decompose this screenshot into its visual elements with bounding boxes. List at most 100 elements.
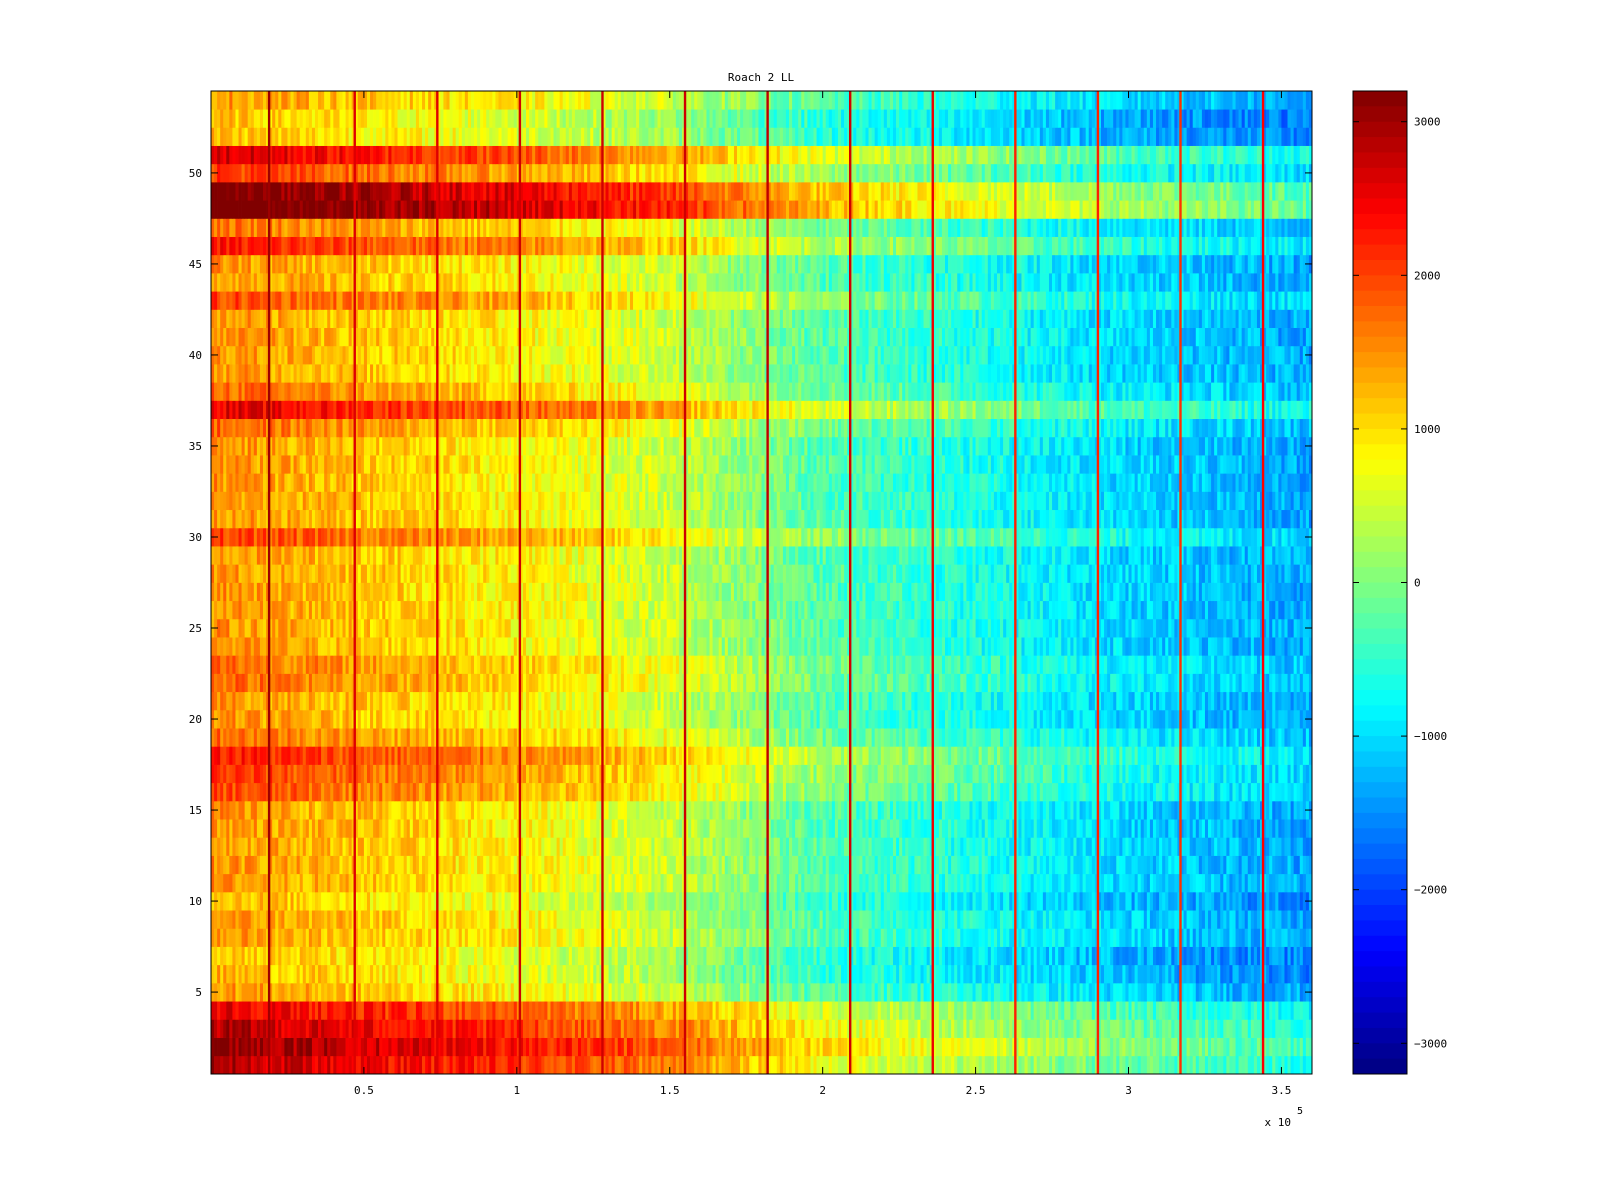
heatmap-cell <box>850 1001 854 1020</box>
heatmap-cell <box>896 1037 900 1057</box>
heatmap-cell <box>1256 1001 1261 1020</box>
heatmap-cell <box>1097 1019 1102 1038</box>
heatmap-cell <box>1027 819 1031 838</box>
heatmap-cell <box>859 1055 863 1075</box>
heatmap-cell <box>951 1019 955 1038</box>
heatmap-cell <box>1180 837 1184 856</box>
heatmap-cell <box>1082 982 1087 1002</box>
heatmap-cell <box>541 928 545 947</box>
heatmap-cell <box>920 928 924 947</box>
heatmap-cell <box>571 837 576 856</box>
heatmap-cell <box>886 819 891 838</box>
heatmap-cell <box>1302 837 1307 856</box>
heatmap-cell <box>333 982 337 1002</box>
heatmap-cell <box>1149 1037 1154 1057</box>
heatmap-cell <box>281 1037 285 1057</box>
heatmap-cell <box>737 1037 741 1057</box>
heatmap-cell <box>1241 873 1246 893</box>
heatmap-cell <box>354 891 359 911</box>
heatmap-cell <box>259 1055 264 1075</box>
heatmap-cell <box>801 819 805 838</box>
heatmap-cell <box>987 946 992 966</box>
heatmap-cell <box>1272 1001 1276 1020</box>
heatmap-cell <box>327 1019 331 1038</box>
heatmap-cell <box>1156 946 1160 966</box>
heatmap-cell <box>764 891 768 911</box>
heatmap-cell <box>1064 928 1068 947</box>
heatmap-cell <box>553 837 557 856</box>
heatmap-cell <box>1000 1019 1004 1038</box>
heatmap-cell <box>850 873 854 893</box>
heatmap-cell <box>1036 946 1041 966</box>
heatmap-cell <box>951 819 955 838</box>
heatmap-cell <box>1253 982 1258 1002</box>
heatmap-cell <box>978 1037 983 1057</box>
heatmap-cell <box>532 928 536 947</box>
heatmap-cell <box>1125 1001 1129 1020</box>
heatmap-cell <box>987 837 992 856</box>
heatmap-cell <box>440 855 444 875</box>
heatmap-cell <box>461 819 466 838</box>
heatmap-cell <box>740 837 744 856</box>
heatmap-cell <box>602 1001 606 1020</box>
heatmap-cell <box>437 910 441 929</box>
heatmap-cell <box>587 1055 591 1075</box>
heatmap-cell <box>452 855 457 875</box>
heatmap-cell <box>553 1037 557 1057</box>
heatmap-cell <box>1094 819 1099 838</box>
heatmap-cell <box>1006 1001 1010 1020</box>
heatmap-cell <box>1241 946 1246 966</box>
heatmap-cell <box>256 1001 261 1020</box>
heatmap-cell <box>645 1037 649 1057</box>
heatmap-cell <box>437 837 441 856</box>
heatmap-cell <box>522 928 527 947</box>
heatmap-cell <box>241 1037 245 1057</box>
heatmap-cell <box>311 928 316 947</box>
heatmap-cell <box>886 982 891 1002</box>
heatmap-cell <box>712 982 716 1002</box>
heatmap-cell <box>562 982 567 1002</box>
heatmap-cell <box>1201 1055 1206 1075</box>
heatmap-cell <box>1266 837 1270 856</box>
heatmap-cell <box>703 855 707 875</box>
heatmap-cell <box>938 928 943 947</box>
heatmap-cell <box>1085 855 1090 875</box>
heatmap-cell <box>314 928 319 947</box>
heatmap-cell <box>526 946 530 966</box>
heatmap-cell <box>440 928 444 947</box>
heatmap-cell <box>917 855 921 875</box>
heatmap-cell <box>1308 837 1313 856</box>
heatmap-cell <box>223 964 227 984</box>
heatmap-cell <box>391 855 395 875</box>
heatmap-cell <box>1189 837 1194 856</box>
heatmap-cell <box>1156 982 1160 1002</box>
heatmap-cell <box>229 1001 233 1020</box>
heatmap-cell <box>590 855 594 875</box>
heatmap-cell <box>917 837 921 856</box>
heatmap-cell <box>798 1019 802 1038</box>
heatmap-cell <box>639 1037 643 1057</box>
heatmap-cell <box>266 946 270 966</box>
heatmap-cell <box>244 928 249 947</box>
heatmap-cell <box>1015 1055 1019 1075</box>
heatmap-cell <box>807 910 811 929</box>
heatmap-cell <box>1186 1055 1191 1075</box>
heatmap-cell <box>474 1037 478 1057</box>
heatmap-cell <box>370 819 374 838</box>
heatmap-cell <box>324 910 328 929</box>
heatmap-cell <box>256 1019 261 1038</box>
heatmap-cell <box>966 946 970 966</box>
heatmap-cell <box>795 946 799 966</box>
heatmap-cell <box>743 855 747 875</box>
heatmap-cell <box>657 837 661 856</box>
heatmap-cell <box>764 837 768 856</box>
heatmap-cell <box>458 982 463 1002</box>
heatmap-cell <box>666 1037 671 1057</box>
heatmap-cell <box>727 1055 732 1075</box>
heatmap-cell <box>1272 910 1276 929</box>
heatmap-cell <box>727 982 732 1002</box>
heatmap-cell <box>1024 1055 1028 1075</box>
heatmap-cell <box>510 1001 515 1020</box>
heatmap-cell <box>1211 837 1215 856</box>
heatmap-cell <box>954 910 958 929</box>
